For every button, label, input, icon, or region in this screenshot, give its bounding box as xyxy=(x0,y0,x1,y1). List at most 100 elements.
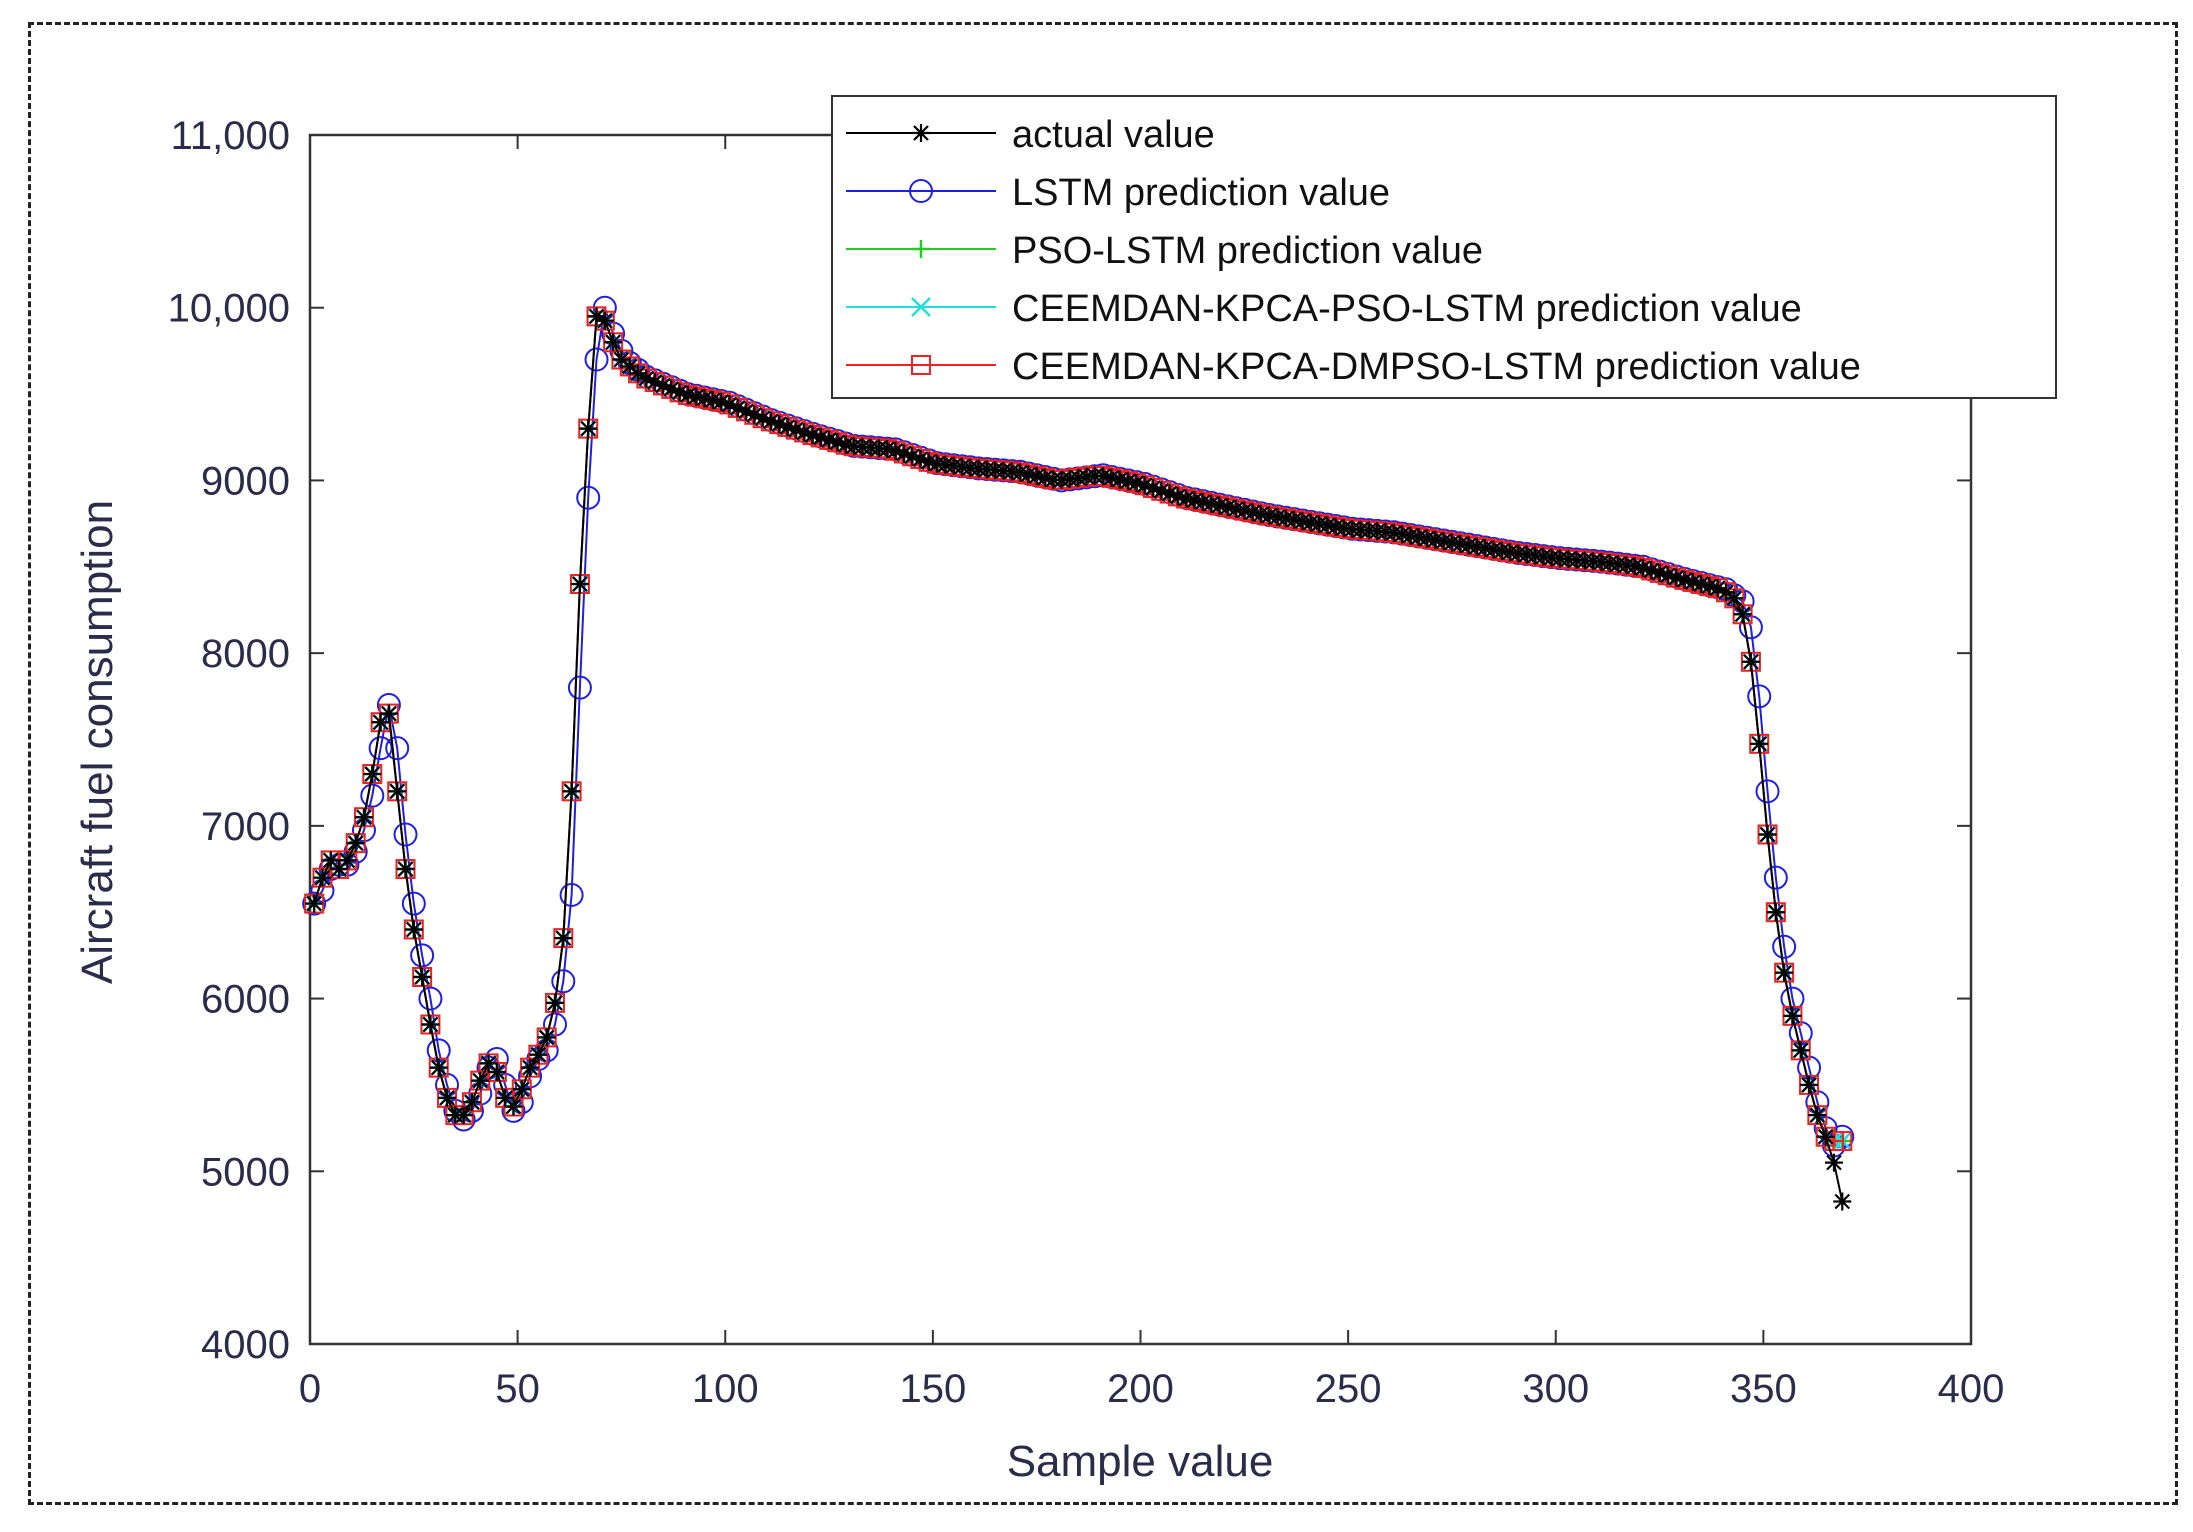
data-point xyxy=(410,943,435,968)
data-point xyxy=(1393,525,1412,544)
data-point xyxy=(1168,487,1187,506)
data-point xyxy=(429,1058,448,1077)
data-point xyxy=(1110,470,1129,489)
data-point xyxy=(1434,532,1453,551)
data-point xyxy=(687,387,706,406)
data-point xyxy=(1094,467,1113,486)
data-point xyxy=(1708,579,1727,598)
data-point xyxy=(1658,566,1677,585)
data-point xyxy=(1318,516,1337,535)
data-point xyxy=(363,765,382,784)
data-point xyxy=(745,405,764,424)
data-point xyxy=(388,782,407,801)
data-point xyxy=(330,860,349,879)
legend-marker xyxy=(911,297,931,317)
data-point xyxy=(1243,503,1262,522)
data-point xyxy=(1625,557,1644,576)
data-point xyxy=(479,1054,498,1073)
data-point xyxy=(1401,526,1420,545)
data-point xyxy=(1251,505,1270,524)
y-tick-label: 5000 xyxy=(201,1150,290,1194)
legend-label: CEEMDAN-KPCA-PSO-LSTM prediction value xyxy=(1012,288,1802,330)
data-point xyxy=(554,929,573,948)
series-plus xyxy=(305,307,1852,1151)
data-point xyxy=(567,675,592,700)
data-point xyxy=(559,882,584,907)
data-point xyxy=(584,347,609,372)
data-point xyxy=(1808,1106,1827,1125)
data-point xyxy=(1484,540,1503,559)
data-point xyxy=(1683,572,1702,591)
data-point xyxy=(1426,530,1445,549)
series-line xyxy=(313,307,1843,1148)
data-point xyxy=(737,402,756,421)
legend-label: LSTM prediction value xyxy=(1012,172,1390,214)
data-point xyxy=(894,444,913,463)
data-point xyxy=(1027,467,1046,486)
data-point xyxy=(1285,510,1304,529)
data-point xyxy=(770,415,789,434)
data-point xyxy=(1775,963,1794,982)
x-axis-label: Sample value xyxy=(1007,1437,1274,1486)
series-layer xyxy=(302,295,1855,1211)
data-point xyxy=(396,860,415,879)
data-point xyxy=(712,392,731,411)
series-line xyxy=(313,314,1843,1143)
data-point xyxy=(576,485,601,510)
data-point xyxy=(537,1028,556,1047)
y-tick-label: 4000 xyxy=(201,1323,290,1367)
data-point xyxy=(1119,472,1138,491)
data-point xyxy=(404,920,423,939)
data-point xyxy=(302,891,327,916)
data-point xyxy=(1135,476,1154,495)
data-point xyxy=(1127,474,1146,493)
data-point xyxy=(670,383,689,402)
data-point xyxy=(529,1045,548,1064)
data-point xyxy=(1467,537,1486,556)
data-point xyxy=(1758,825,1777,844)
data-point xyxy=(612,350,631,369)
data-point xyxy=(1202,494,1221,513)
data-point xyxy=(385,736,410,761)
data-point xyxy=(462,1093,481,1112)
x-tick-label: 100 xyxy=(692,1367,759,1411)
data-point xyxy=(911,450,930,469)
data-point xyxy=(1442,533,1461,552)
data-point xyxy=(1476,539,1495,558)
series-line xyxy=(313,314,1843,1143)
data-point xyxy=(761,412,780,431)
series-line xyxy=(313,314,1843,1143)
data-point xyxy=(1747,684,1772,709)
data-point xyxy=(471,1071,490,1090)
data-point xyxy=(1293,512,1312,531)
data-point xyxy=(1816,1127,1835,1146)
data-point xyxy=(1824,1153,1843,1172)
data-point xyxy=(1459,536,1478,555)
data-point xyxy=(828,433,847,452)
data-point xyxy=(1725,589,1744,608)
data-point xyxy=(903,447,922,466)
data-point xyxy=(645,372,664,391)
data-point xyxy=(604,333,623,352)
data-point xyxy=(338,851,357,870)
data-point xyxy=(1019,465,1038,484)
legend-marker xyxy=(909,179,933,203)
data-point xyxy=(551,969,576,994)
data-point xyxy=(496,1088,515,1107)
data-point xyxy=(1700,577,1719,596)
data-point xyxy=(1833,1192,1852,1211)
data-point xyxy=(1102,468,1121,487)
data-point xyxy=(878,439,897,458)
tick-labels: 0 50 100 150 200 250 300 350 400 4000 5000 6000 7000… xyxy=(168,114,2005,1411)
data-point xyxy=(1268,508,1287,527)
data-point xyxy=(1310,514,1329,533)
series-square xyxy=(304,306,1853,1152)
x-tick-label: 0 xyxy=(299,1367,321,1411)
data-point xyxy=(653,376,672,395)
data-point xyxy=(1717,583,1735,602)
legend: actual value LSTM prediction value PSO-LST… xyxy=(831,95,2057,399)
data-point xyxy=(313,868,332,887)
series-circle xyxy=(302,295,1855,1158)
data-point xyxy=(695,389,714,408)
data-point xyxy=(1733,605,1752,624)
